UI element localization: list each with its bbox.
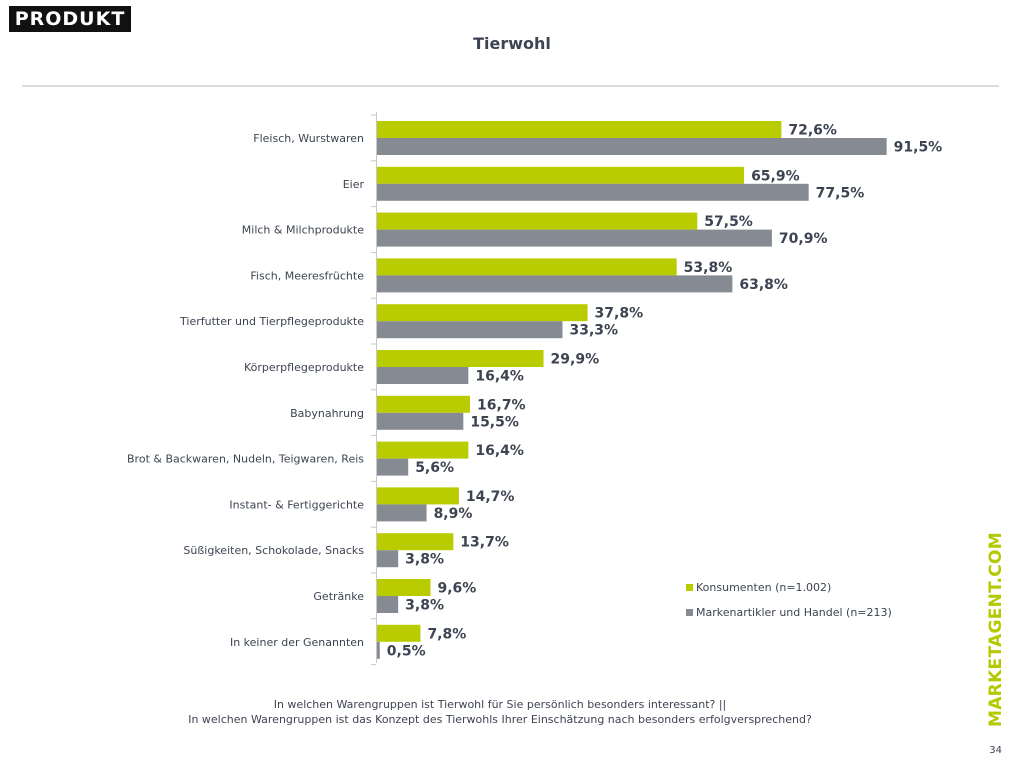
bar-konsumenten <box>377 121 782 138</box>
category-label: Instant- & Fertiggerichte <box>229 498 364 511</box>
data-label: 13,7% <box>460 535 509 551</box>
data-label: 16,4% <box>475 443 524 459</box>
data-label: 72,6% <box>788 123 837 139</box>
question-line-1: In welchen Warengruppen ist Tierwohl für… <box>273 698 727 711</box>
data-label: 33,3% <box>569 323 618 339</box>
bar-markenartikler <box>377 275 733 293</box>
category-label: Süßigkeiten, Schokolade, Snacks <box>183 544 364 557</box>
bar-konsumenten <box>377 166 745 184</box>
bar-konsumenten <box>377 624 421 642</box>
data-label: 16,4% <box>475 369 524 385</box>
page-number: 34 <box>989 745 1002 756</box>
produkt-logo: PRODUKT <box>9 6 131 32</box>
category-label: Getränke <box>313 590 364 603</box>
category-label: Fleisch, Wurstwaren <box>253 132 364 145</box>
data-label: 53,8% <box>684 260 733 276</box>
bar-markenartikler <box>377 138 887 155</box>
bar-konsumenten <box>377 395 471 413</box>
bar-markenartikler <box>377 412 464 430</box>
bar-konsumenten <box>377 350 544 367</box>
bar-konsumenten <box>377 304 588 322</box>
title-divider <box>22 85 999 87</box>
data-label: 3,8% <box>405 598 444 614</box>
category-label: Brot & Backwaren, Nudeln, Teigwaren, Rei… <box>127 453 364 466</box>
legend-label: Konsumenten (n=1.002) <box>696 581 831 594</box>
bar-konsumenten <box>377 533 454 551</box>
survey-question: In welchen Warengruppen ist Tierwohl für… <box>0 697 1000 727</box>
data-label: 3,8% <box>405 552 444 568</box>
data-label: 7,8% <box>427 626 466 642</box>
category-label: In keiner der Genannten <box>230 636 364 649</box>
category-label: Fisch, Meeresfrüchte <box>250 269 364 282</box>
legend-swatch <box>686 584 693 591</box>
page-title: Tierwohl <box>473 34 551 53</box>
bar-konsumenten <box>377 212 698 230</box>
data-label: 14,7% <box>466 489 515 505</box>
category-label: Babynahrung <box>290 407 364 420</box>
bar-markenartikler <box>377 183 809 201</box>
data-label: 57,5% <box>704 214 753 230</box>
bar-markenartikler <box>377 596 399 613</box>
bar-markenartikler <box>377 229 772 247</box>
data-label: 0,5% <box>387 643 426 659</box>
category-label: Milch & Milchprodukte <box>242 224 364 237</box>
data-label: 63,8% <box>739 277 788 293</box>
bar-markenartikler <box>377 550 399 568</box>
data-label: 37,8% <box>595 306 644 322</box>
bar-konsumenten <box>377 487 459 505</box>
data-label: 70,9% <box>779 231 828 247</box>
data-label: 5,6% <box>415 460 454 476</box>
category-label: Tierfutter und Tierpflegeprodukte <box>179 315 364 328</box>
bar-markenartikler <box>377 367 469 384</box>
data-label: 9,6% <box>437 581 476 597</box>
data-label: 15,5% <box>470 414 519 430</box>
bar-markenartikler <box>377 321 563 339</box>
data-label: 91,5% <box>894 140 943 156</box>
marketagent-brand: MARKETAGENT.COM <box>986 532 1006 727</box>
data-label: 77,5% <box>816 185 865 201</box>
bar-markenartikler <box>377 458 409 476</box>
data-label: 29,9% <box>551 352 600 368</box>
legend-label: Markenartikler und Handel (n=213) <box>696 606 892 619</box>
bar-konsumenten <box>377 441 469 459</box>
bar-konsumenten <box>377 258 677 276</box>
bar-konsumenten <box>377 579 431 596</box>
question-line-2: In welchen Warengruppen ist das Konzept … <box>188 713 812 726</box>
data-label: 8,9% <box>434 506 473 522</box>
bar-chart: Fleisch, Wurstwaren 72,6% 91,5% Eier 65,9% 77… <box>127 112 943 666</box>
data-label: 65,9% <box>751 168 800 184</box>
legend-swatch <box>686 609 693 616</box>
category-label: Körperpflegeprodukte <box>244 361 364 374</box>
bar-markenartikler <box>377 641 380 659</box>
bar-markenartikler <box>377 504 427 522</box>
data-label: 16,7% <box>477 397 526 413</box>
category-label: Eier <box>343 178 365 191</box>
